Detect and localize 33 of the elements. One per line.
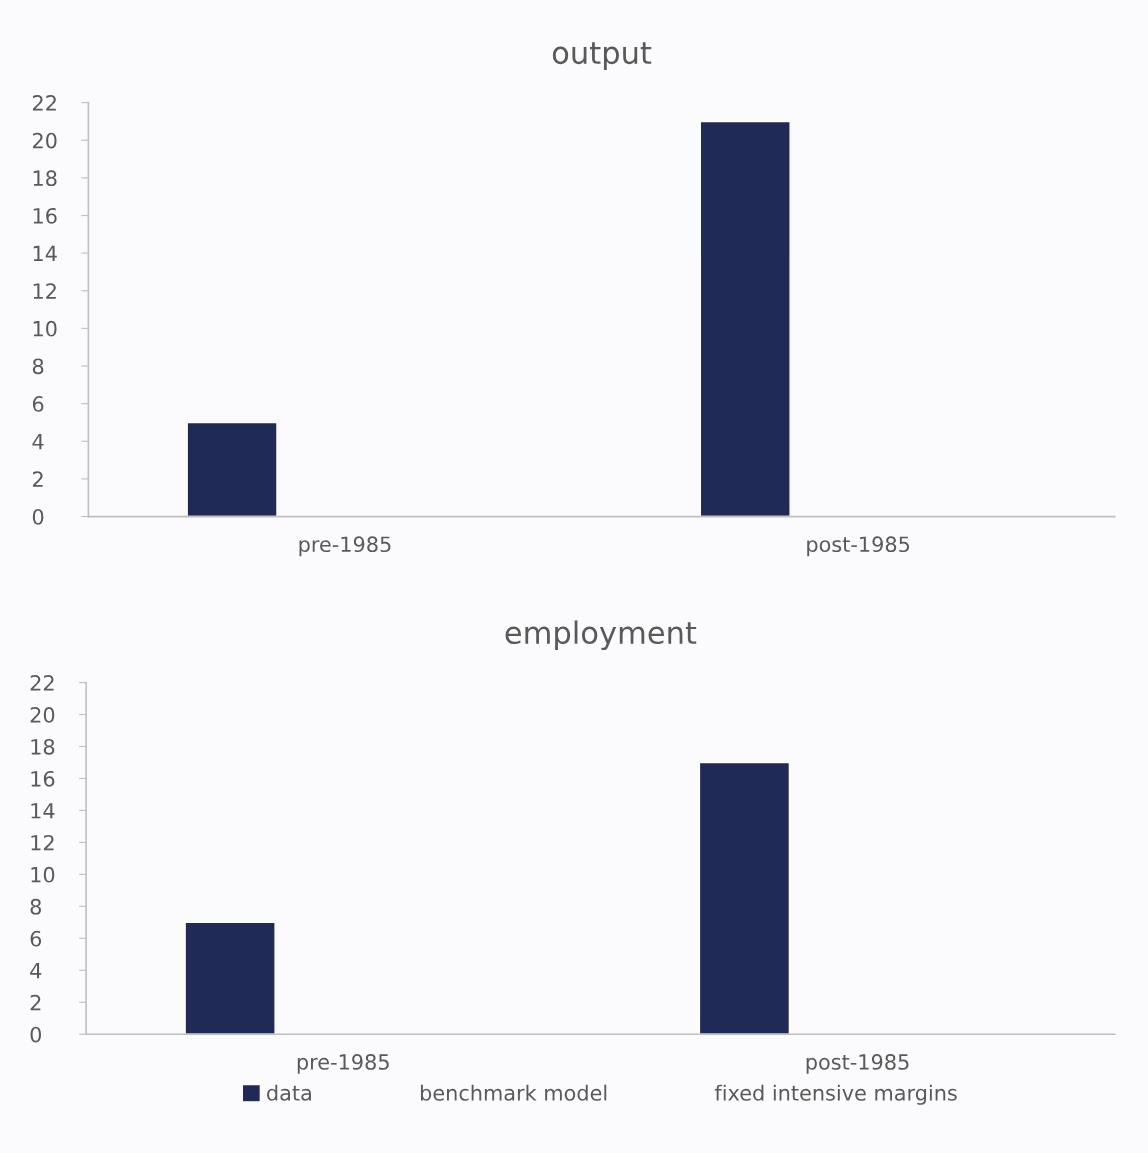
y-tick-label: 20 [30, 707, 55, 723]
y-tick-label: 20 [32, 132, 57, 149]
chart-title: output [552, 42, 652, 71]
y-tick-label: 0 [30, 1026, 42, 1043]
y-tick-label: 14 [33, 245, 57, 262]
y-tick-label: 16 [31, 770, 55, 787]
y-tick-label: 2 [30, 994, 41, 1011]
x-tick-label: post-1985 [807, 536, 910, 557]
x-tick-label: pre-1985 [297, 1054, 389, 1074]
y-tick-label: 6 [32, 396, 44, 412]
y-tick-label: 4 [32, 434, 44, 450]
chart-title: employment [505, 620, 697, 651]
text: fixed intensive margins [714, 1084, 957, 1105]
text: benchmark model [420, 1084, 607, 1101]
y-tick-label: 10 [33, 320, 57, 337]
y-tick-label: 8 [32, 358, 44, 375]
x-tick-label: pre-1985 [299, 536, 391, 557]
y-tick-label: 18 [31, 738, 55, 755]
y-tick-label: 4 [30, 963, 42, 979]
y-tick-label: 22 [30, 675, 54, 691]
y-tick-label: 12 [31, 834, 54, 851]
y-tick-label: 18 [33, 170, 57, 187]
y-tick-label: 2 [32, 471, 43, 487]
y-tick-label: 14 [31, 803, 55, 819]
y-tick-label: 22 [32, 95, 56, 111]
y-tick-label: 12 [33, 283, 56, 299]
y-tick-label: 10 [31, 866, 55, 883]
y-tick-label: 16 [33, 207, 57, 224]
y-tick-label: 0 [32, 509, 44, 525]
legend-label: data [267, 1084, 311, 1101]
y-tick-label: 6 [30, 930, 42, 947]
y-tick-label: 8 [30, 898, 41, 915]
x-tick-label: post-1985 [806, 1054, 909, 1074]
